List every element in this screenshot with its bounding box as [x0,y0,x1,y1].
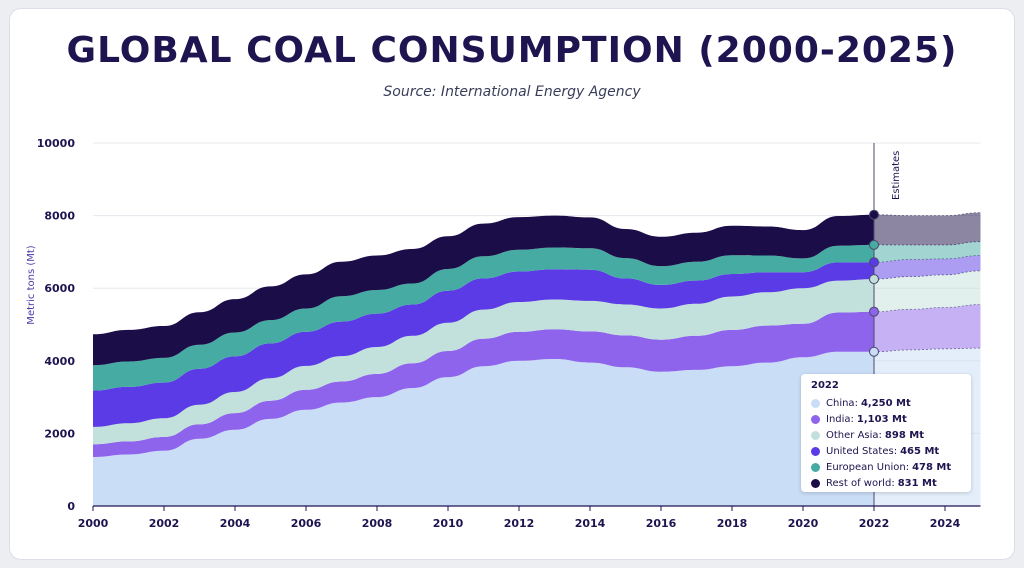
y-tick-label: 8000 [44,210,75,223]
legend-swatch [811,430,820,440]
marker-european-union[interactable] [869,239,879,250]
legend-label: European Union: [826,461,910,473]
y-tick-label: 4000 [44,355,75,368]
area-china [93,351,874,506]
chart-subtitle: Source: International Energy Agency [383,84,641,100]
x-tick-label: 2018 [717,517,748,530]
marker-china[interactable] [869,346,879,357]
legend-swatch [811,478,820,488]
x-tick-label: 2012 [504,517,535,530]
area-european-union [93,244,874,391]
legend-item: Rest of world: 831 Mt [811,475,961,491]
legend-label: Rest of world: [826,477,895,489]
marker-india[interactable] [869,306,879,317]
x-tick-label: 2022 [859,517,890,530]
x-tick-label: 2006 [291,517,322,530]
x-tick-label: 2002 [149,517,180,530]
area-other-asia [93,279,874,445]
legend-swatch [811,414,820,424]
area-estimate-rest-of-world [874,212,981,245]
legend-label: Other Asia: [826,429,882,441]
legend-item: India: 1,103 Mt [811,411,961,427]
area-rest-of-world [93,214,874,366]
legend-value: 898 Mt [884,429,924,441]
legend-item: Other Asia: 898 Mt [811,427,961,443]
x-tick-label: 2024 [930,517,961,530]
y-tick-label: 0 [67,500,75,513]
legend-swatch [811,446,820,456]
legend-swatch [811,398,820,408]
area-estimate-united-states [874,255,981,280]
legend-value: 465 Mt [900,445,940,457]
x-tick-label: 2008 [362,517,393,530]
legend-item: European Union: 478 Mt [811,459,961,475]
area-india [93,311,874,457]
y-tick-label: 2000 [44,427,75,440]
x-tick-label: 2016 [646,517,677,530]
marker-points [869,209,879,357]
area-estimate-other-asia [874,270,981,312]
legend-value: 1,103 Mt [856,413,907,425]
legend-value: 478 Mt [912,461,952,473]
legend-value: 4,250 Mt [860,397,911,409]
area-estimate-european-union [874,241,981,263]
y-axis-label: Metric tons (Mt) [26,245,37,324]
area-estimate-india [874,304,981,352]
legend: 2022 China: 4,250 Mt India: 1,103 Mt Other A… [801,374,971,492]
legend-label: United States: [826,445,898,457]
legend-label: China: [826,397,858,409]
chart-title: GLOBAL COAL CONSUMPTION (2000-2025) [66,30,958,71]
estimates-label: Estimates [891,151,902,200]
legend-value: 831 Mt [897,477,937,489]
y-tick-label: 10000 [37,137,76,150]
area-united-states [93,262,874,427]
marker-united-states[interactable] [869,257,879,268]
legend-title: 2022 [811,380,839,391]
y-tick-label: 6000 [44,282,75,295]
legend-label: India: [826,413,854,425]
legend-items: China: 4,250 Mt India: 1,103 Mt Other Asia: 8… [811,395,961,491]
x-tick-label: 2010 [433,517,464,530]
x-tick-label: 2000 [78,517,109,530]
marker-other-asia[interactable] [869,274,879,285]
x-tick-label: 2014 [575,517,606,530]
area-series [93,214,874,506]
marker-rest-of-world[interactable] [869,209,879,220]
x-tick-label: 2004 [220,517,251,530]
x-tick-label: 2020 [788,517,819,530]
legend-swatch [811,462,820,472]
legend-item: United States: 465 Mt [811,443,961,459]
legend-item: China: 4,250 Mt [811,395,961,411]
estimate-boundary-rest-of-world [873,212,981,217]
